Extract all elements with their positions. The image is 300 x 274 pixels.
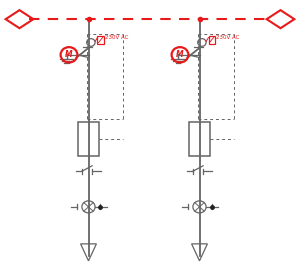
Text: 230V AC: 230V AC (216, 35, 239, 40)
Text: M: M (176, 50, 184, 59)
Text: M: M (65, 50, 73, 59)
Bar (208, 36, 215, 44)
Bar (98, 36, 104, 44)
Bar (189, 122, 210, 156)
Text: 230V AC: 230V AC (105, 35, 128, 40)
Bar (78, 122, 99, 156)
